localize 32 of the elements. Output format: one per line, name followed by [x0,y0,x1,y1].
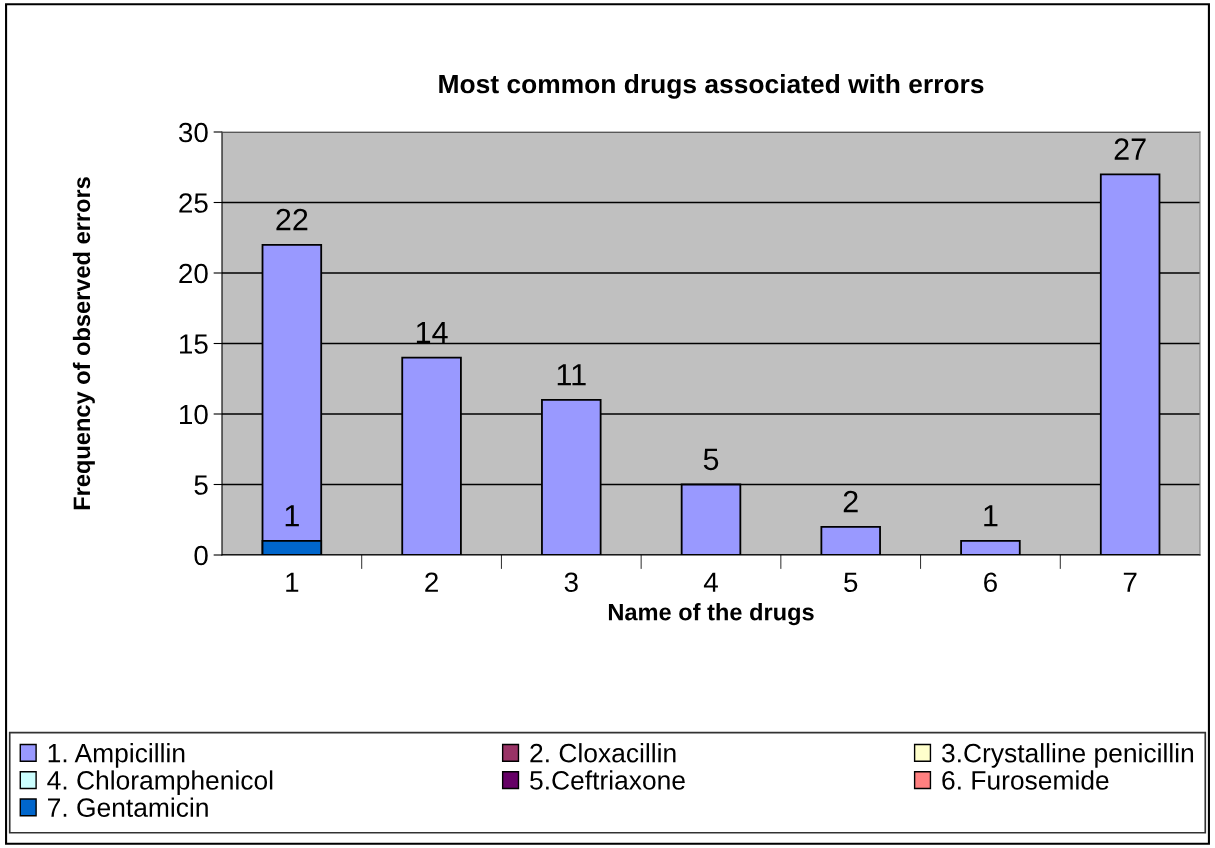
x-tick-label: 5 [844,572,858,593]
x-tick-label: 6 [984,572,997,593]
legend-label: 7. Gentamicin [48,797,208,817]
data-label: 1 [984,505,998,527]
x-axis-title: Name of the drugs [608,603,814,626]
legend-label: 4. Chloramphenicol [47,770,273,795]
x-tick-label: 1 [286,572,299,592]
data-label: 22 [276,208,308,231]
y-tick-label: 15 [180,334,208,354]
x-tick-label: 3 [564,572,578,593]
data-label: 27 [1114,138,1146,160]
data-label: 2 [843,490,858,513]
x-tick-label: 7 [1123,572,1137,592]
y-tick-label: 20 [179,263,208,284]
x-tick-label: 4 [703,572,718,592]
data-label: 1 [285,505,299,527]
chart-title: Most common drugs associated with errors [439,73,984,99]
y-tick-label: 5 [194,475,208,495]
data-label: 11 [557,364,586,386]
data-label: 5 [703,448,719,471]
legend-label: 6. Furosemide [942,770,1109,790]
y-axis-title: Frequency of observed errors [72,177,95,510]
y-tick-label: 10 [180,404,208,425]
y-tick-label: 0 [194,545,208,566]
legend-label: 5.Ceftriaxone [530,770,685,790]
legend-label: 2. Cloxacillin [530,743,676,763]
y-tick-label: 25 [179,193,208,213]
y-tick-label: 30 [178,122,208,143]
legend-label: 1. Ampicillin [48,743,185,768]
legend-label: 3.Crystalline penicillin [942,743,1194,768]
data-label: 14 [416,321,448,343]
x-tick-label: 2 [425,572,438,592]
